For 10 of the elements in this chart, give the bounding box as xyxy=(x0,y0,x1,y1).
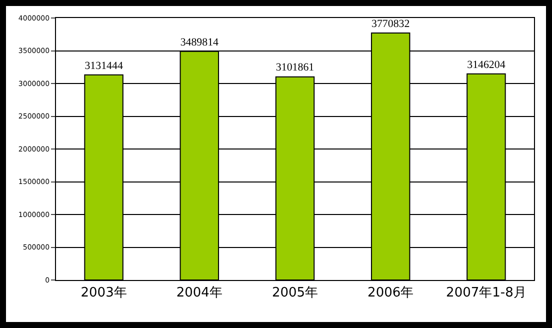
x-tick-label: 2004年 xyxy=(176,286,222,301)
data-label: 3489814 xyxy=(180,36,220,48)
data-label: 3101861 xyxy=(276,62,314,74)
data-label: 3146204 xyxy=(467,58,506,71)
x-tick-label: 2007年1-8月 xyxy=(446,286,526,301)
x-tick-label: 2003年 xyxy=(80,286,127,301)
data-label: 3131444 xyxy=(84,60,124,72)
x-tick-label: 2005年 xyxy=(272,286,318,301)
x-tick-label: 2006年 xyxy=(368,286,414,301)
data-label: 3770832 xyxy=(372,18,410,30)
